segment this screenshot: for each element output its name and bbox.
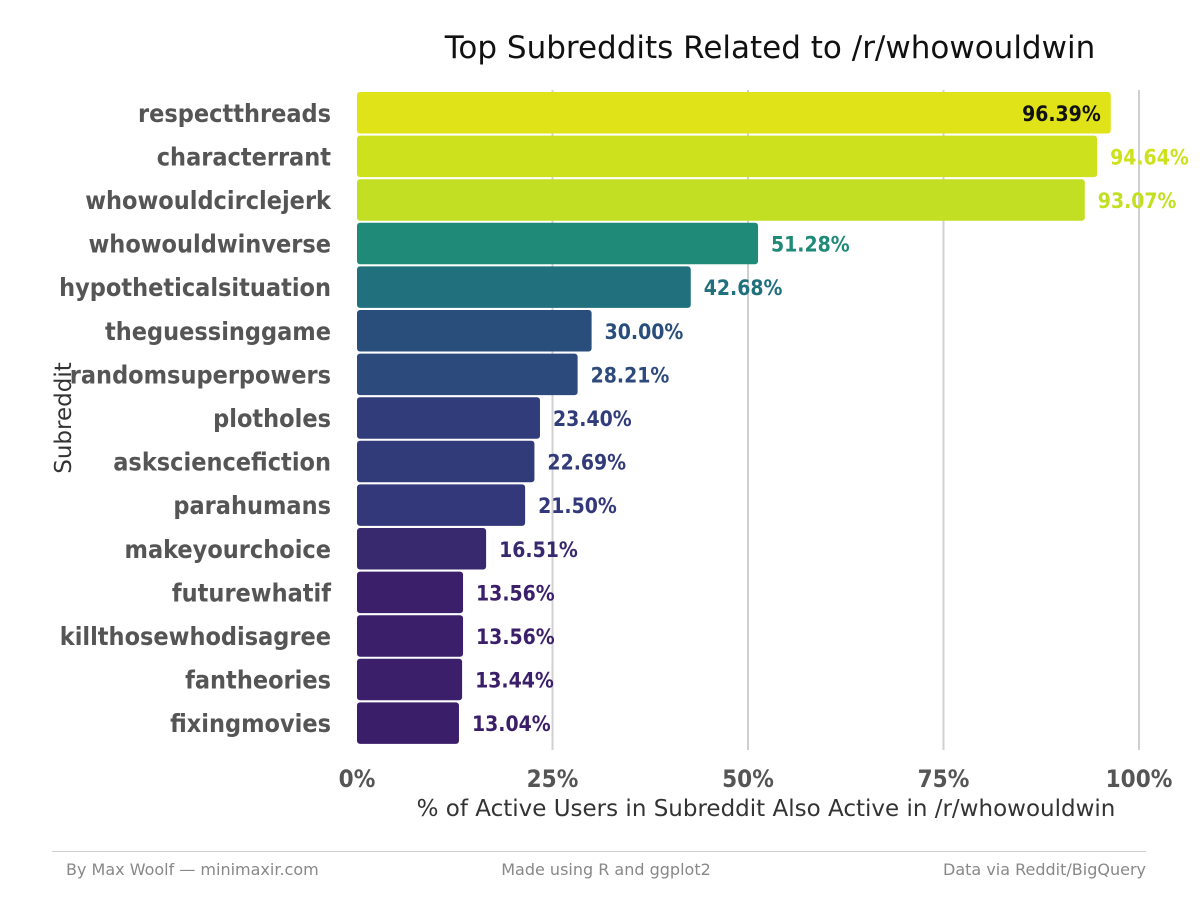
data-label: 42.68% [704, 276, 783, 300]
data-label: 30.00% [605, 320, 684, 344]
data-label: 96.39% [1022, 102, 1101, 126]
x-tick-label: 25% [527, 765, 579, 793]
data-label: 93.07% [1098, 189, 1177, 213]
x-tick-label: 75% [918, 765, 970, 793]
data-label: 13.56% [476, 581, 555, 605]
bar [357, 222, 759, 265]
bar [357, 353, 578, 396]
data-label: 13.44% [475, 669, 554, 693]
footer-source: Data via Reddit/BigQuery [943, 860, 1146, 879]
bar [357, 571, 464, 614]
bar [357, 266, 691, 308]
bar [357, 658, 463, 701]
x-tick-label: 100% [1106, 765, 1173, 793]
data-label: 23.40% [553, 407, 632, 431]
bar [357, 310, 592, 352]
bar [357, 528, 487, 570]
data-label: 94.64% [1110, 145, 1189, 169]
y-tick-label: makeyourchoice [125, 535, 331, 564]
y-tick-label: characterrant [157, 142, 332, 171]
y-tick-label: whowouldwinverse [89, 230, 331, 259]
data-label: 22.69% [547, 451, 626, 475]
y-tick-label: asksciencefiction [113, 448, 331, 477]
y-tick-label: whowouldcirclejerk [85, 186, 332, 215]
data-label: 51.28% [771, 233, 850, 257]
chart-title: Top Subreddits Related to /r/whowouldwin [444, 30, 1096, 66]
bar [357, 440, 535, 483]
y-tick-label: fixingmovies [170, 709, 331, 738]
footer-tools: Made using R and ggplot2 [501, 860, 711, 879]
data-label: 13.04% [472, 712, 551, 736]
bar [357, 179, 1085, 221]
y-tick-label: plotholes [213, 404, 331, 433]
bar [357, 397, 540, 439]
y-tick-label: randomsuperpowers [70, 360, 331, 389]
y-tick-label: futurewhatif [172, 578, 331, 607]
x-tick-label: 0% [339, 765, 376, 793]
bar [357, 92, 1111, 134]
bar [357, 135, 1098, 178]
y-tick-label: respectthreads [138, 99, 331, 128]
bar [357, 702, 459, 744]
footer-credit: By Max Woolf — minimaxir.com [66, 860, 319, 879]
y-tick-label: killthosewhodisagree [60, 622, 331, 651]
y-tick-label: theguessinggame [105, 317, 331, 346]
data-label: 16.51% [499, 538, 578, 562]
y-tick-label: fantheories [185, 666, 331, 695]
bar [357, 484, 526, 526]
x-tick-label: 50% [722, 765, 774, 793]
bar [357, 615, 464, 657]
data-label: 21.50% [538, 494, 617, 518]
footer-divider [52, 851, 1146, 852]
y-tick-label: hypotheticalsituation [59, 273, 331, 302]
data-label: 28.21% [591, 363, 670, 387]
data-label: 13.56% [476, 625, 555, 649]
y-tick-label: parahumans [173, 491, 331, 520]
x-axis-label: % of Active Users in Subreddit Also Acti… [416, 796, 1116, 822]
